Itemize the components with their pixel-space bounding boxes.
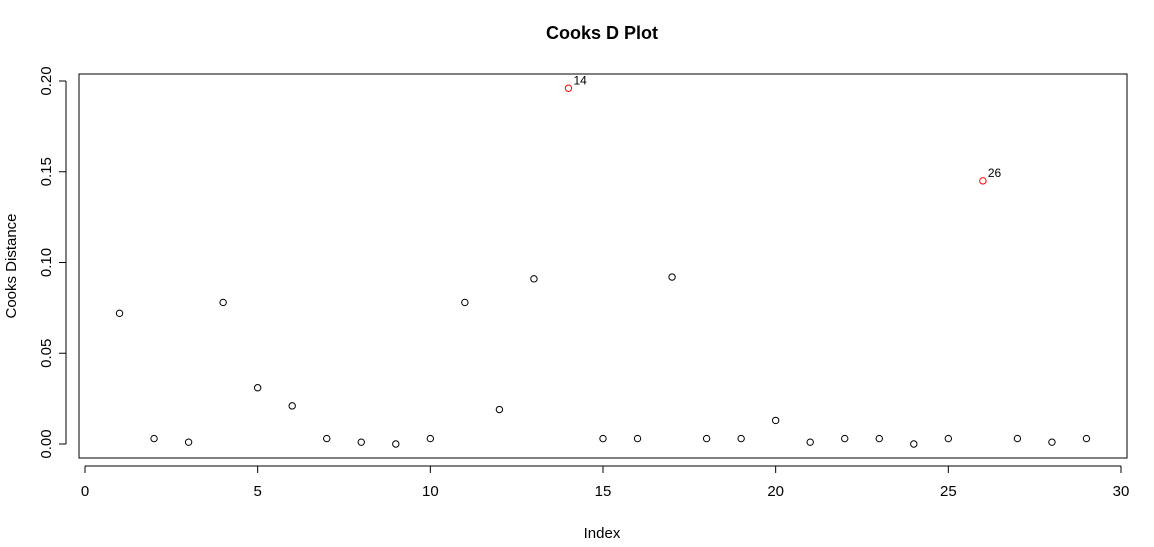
y-axis: 0.00 0.05 0.10 0.15 0.20 xyxy=(38,66,67,459)
data-point xyxy=(668,273,676,281)
data-point xyxy=(633,434,642,443)
data-point xyxy=(150,434,158,443)
data-point xyxy=(357,438,365,446)
chart-title: Cooks D Plot xyxy=(546,23,658,43)
x-tick-label: 15 xyxy=(595,483,612,500)
data-point xyxy=(253,384,262,392)
data-point xyxy=(219,298,227,307)
highlighted-point xyxy=(979,177,987,185)
data-point xyxy=(737,434,745,443)
x-tick-label: 5 xyxy=(253,483,261,500)
x-tick-label: 20 xyxy=(767,483,784,500)
y-tick-label: 0.05 xyxy=(38,339,55,368)
plot-area-border xyxy=(78,73,1128,459)
y-tick-label: 0.20 xyxy=(38,66,55,95)
data-point xyxy=(461,298,469,307)
point-labels: 14 26 xyxy=(573,73,1001,180)
y-tick-label: 0.15 xyxy=(38,157,55,186)
data-point xyxy=(1048,438,1056,446)
data-point xyxy=(426,434,435,443)
y-axis-label: Cooks Distance xyxy=(3,213,20,318)
data-point xyxy=(530,275,538,283)
x-tick-label: 30 xyxy=(1113,483,1130,500)
data-point xyxy=(323,434,331,443)
data-points xyxy=(115,84,1091,448)
x-tick-label: 25 xyxy=(940,483,957,500)
x-axis: 0 5 10 15 20 25 30 xyxy=(81,465,1130,500)
highlighted-point xyxy=(564,84,573,92)
data-point xyxy=(944,434,953,443)
data-point xyxy=(495,405,504,414)
data-point xyxy=(184,438,193,446)
data-point xyxy=(806,438,814,446)
data-point xyxy=(599,434,607,443)
x-axis-label: Index xyxy=(584,525,621,542)
data-point xyxy=(1082,434,1091,443)
y-tick-label: 0.10 xyxy=(38,248,55,277)
data-point xyxy=(771,416,780,425)
data-point xyxy=(841,434,849,443)
point-label: 26 xyxy=(988,166,1002,180)
data-point xyxy=(910,440,918,448)
point-label: 14 xyxy=(573,73,587,87)
x-tick-label: 10 xyxy=(422,483,439,500)
data-point xyxy=(1013,434,1022,443)
data-point xyxy=(702,434,711,443)
data-point xyxy=(875,434,883,443)
x-tick-label: 0 xyxy=(81,483,89,500)
data-point xyxy=(392,440,400,448)
y-tick-label: 0.00 xyxy=(38,429,55,458)
data-point xyxy=(115,309,124,318)
data-point xyxy=(288,402,296,410)
